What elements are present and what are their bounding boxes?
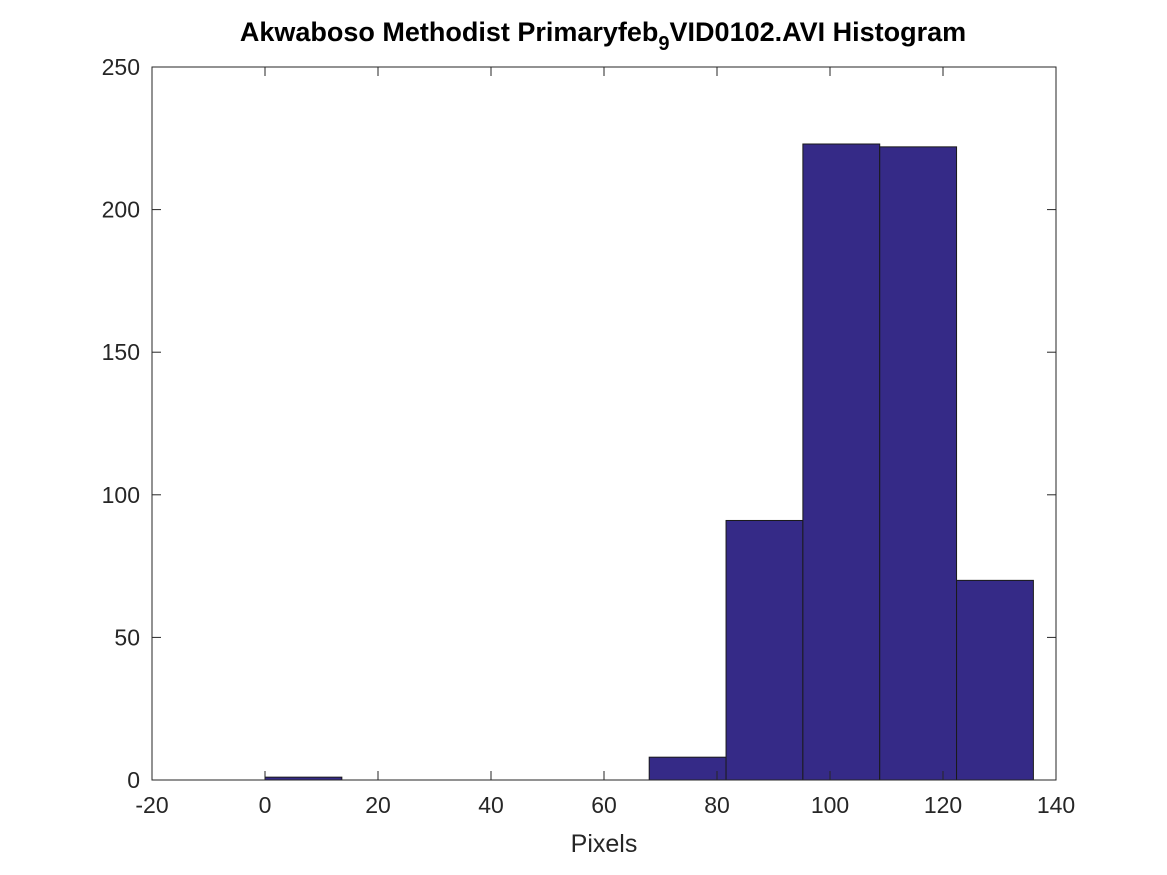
x-tick-label: 0	[259, 792, 272, 818]
histogram-bar	[956, 579, 1034, 781]
y-tick-label: 0	[127, 767, 140, 793]
y-tick-label: 50	[114, 624, 140, 650]
histogram-bar	[725, 519, 804, 781]
y-tick-label: 150	[102, 339, 140, 365]
x-tick-label: 100	[811, 792, 849, 818]
y-tick-label: 100	[102, 482, 140, 508]
histogram-bar	[648, 756, 727, 781]
x-tick-label: 80	[704, 792, 730, 818]
x-tick-label: -20	[135, 792, 168, 818]
histogram-bar	[879, 146, 958, 781]
y-tick-label: 200	[102, 197, 140, 223]
x-tick-label: 20	[365, 792, 391, 818]
chart-title: Akwaboso Methodist Primaryfeb9VID0102.AV…	[240, 17, 966, 55]
x-axis-label: Pixels	[571, 830, 638, 858]
y-tick-label: 250	[102, 54, 140, 80]
chart-title-subscript: 9	[658, 33, 669, 55]
x-tick-label: 140	[1037, 792, 1075, 818]
x-tick-label: 40	[478, 792, 504, 818]
chart-title-main: Akwaboso Methodist Primaryfeb	[240, 17, 659, 47]
chart-title-tail: VID0102.AVI Histogram	[670, 17, 967, 47]
x-tick-label: 120	[924, 792, 962, 818]
x-tick-label: 60	[591, 792, 617, 818]
histogram-bar	[802, 143, 881, 781]
bars-group	[264, 143, 1034, 781]
